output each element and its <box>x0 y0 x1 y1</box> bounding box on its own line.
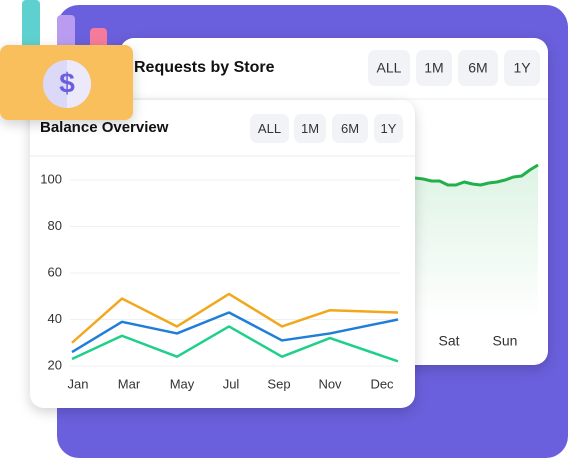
card <box>30 100 415 408</box>
button-bg[interactable] <box>374 114 403 143</box>
bar-decor <box>57 15 75 50</box>
button-label[interactable]: 6M <box>341 121 359 136</box>
range-button[interactable]: 1Y <box>374 114 403 143</box>
button-bg[interactable] <box>416 50 452 86</box>
line <box>71 311 399 354</box>
x-tick-label: May <box>170 376 195 391</box>
range-button[interactable]: ALL <box>368 50 410 86</box>
dollar-symbol: $ <box>59 67 75 98</box>
button-label[interactable]: 6M <box>468 60 487 76</box>
x-tick-label: Jan <box>68 376 89 391</box>
x-tick-label: Sun <box>493 333 518 349</box>
button-bg[interactable] <box>458 50 498 86</box>
button-bg[interactable] <box>368 50 410 86</box>
coin-shine <box>67 60 91 108</box>
button-bg[interactable] <box>250 114 289 143</box>
line <box>414 163 539 187</box>
y-tick-label: 40 <box>48 311 62 326</box>
money-icon: $ <box>0 0 133 120</box>
button-bg[interactable] <box>332 114 368 143</box>
range-button[interactable]: 1M <box>416 50 452 86</box>
range-button[interactable]: 6M <box>332 114 368 143</box>
card-title: Balance Overview <box>40 119 169 136</box>
bar-decor <box>90 28 107 50</box>
range-button[interactable]: 6M <box>458 50 498 86</box>
x-tick-label: Dec <box>370 376 394 391</box>
button-label[interactable]: 1M <box>424 60 443 76</box>
balance-card: Balance Overview ALL 1M 6M 1Y 100 80 60 40 20 Jan… <box>30 100 415 408</box>
x-tick-label: Sep <box>267 376 290 391</box>
line <box>71 292 399 344</box>
card-title: Requests by Store <box>134 59 275 76</box>
bar-decor <box>22 0 40 50</box>
x-tick-label: Jul <box>223 376 240 391</box>
button-label[interactable]: 1Y <box>381 121 397 136</box>
y-tick-label: 60 <box>48 264 62 279</box>
x-tick-label: Nov <box>318 376 342 391</box>
button-label[interactable]: ALL <box>258 121 281 136</box>
button-label[interactable]: ALL <box>377 60 402 76</box>
x-tick-label: Sat <box>438 333 459 349</box>
button-bg[interactable] <box>504 50 540 86</box>
range-button[interactable]: ALL <box>250 114 289 143</box>
button-bg[interactable] <box>294 114 326 143</box>
y-tick-label: 80 <box>48 218 62 233</box>
range-button[interactable]: 1Y <box>504 50 540 86</box>
y-tick-label: 100 <box>40 171 62 186</box>
line <box>71 325 399 363</box>
area-fill <box>415 165 538 320</box>
y-tick-label: 20 <box>48 357 62 372</box>
range-button[interactable]: 1M <box>294 114 326 143</box>
x-tick-label: Mar <box>118 376 141 391</box>
button-label[interactable]: 1Y <box>513 60 531 76</box>
button-label[interactable]: 1M <box>301 121 319 136</box>
